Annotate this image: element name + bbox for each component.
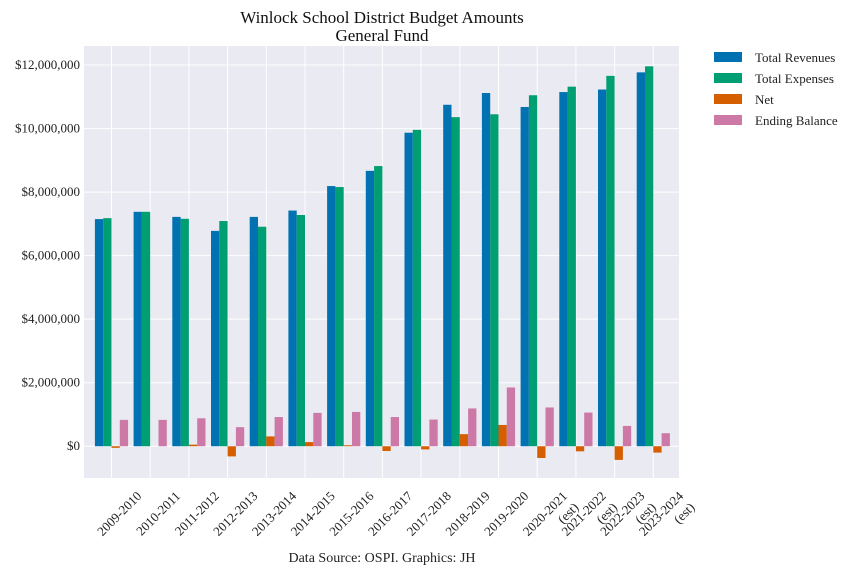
legend: Total Revenues Total Expenses Net Ending Ba… [714,50,838,128]
bar-total-revenues [172,216,181,447]
bar-ending-balance [158,419,167,447]
legend-swatch [714,52,742,62]
bar-total-expenses [258,226,267,447]
bar-ending-balance [429,419,438,447]
bar-net [111,446,120,448]
bars [94,66,670,460]
y-tick-label: $12,000,000 [15,57,80,72]
bar-total-revenues [94,219,104,447]
x-axis-ticks: 2009-20102010-20112011-20122012-20132013… [94,488,698,539]
legend-label: Net [755,92,774,107]
bar-total-expenses [219,221,228,447]
bar-total-revenues [133,211,142,447]
bar-total-revenues [520,106,529,447]
y-tick-label: $6,000,000 [22,248,81,263]
bar-ending-balance [545,407,554,447]
y-axis-ticks: $0 $2,000,000 $4,000,000 $6,000,000 $8,000,0… [15,57,80,453]
bar-ending-balance [235,427,245,447]
source-note: Data Source: OSPI. Graphics: JH [288,551,475,566]
chart-title: Winlock School District Budget Amounts [240,8,524,27]
bar-total-revenues [404,132,413,447]
y-tick-label: $8,000,000 [22,184,81,199]
bar-ending-balance [468,408,477,447]
legend-swatch [714,73,742,83]
bar-ending-balance [584,412,593,447]
bar-total-revenues [211,230,220,447]
bar-total-revenues [636,72,645,447]
bar-total-expenses [180,218,189,447]
y-tick-label: $10,000,000 [15,121,80,136]
chart-subtitle: General Fund [335,26,429,45]
bar-total-expenses [296,214,305,447]
bar-total-revenues [443,104,452,447]
bar-total-expenses [645,66,654,447]
bar-ending-balance [506,387,516,447]
bar-total-expenses [335,187,344,447]
bar-total-expenses [567,86,576,447]
bar-total-expenses [374,166,383,447]
legend-label: Total Revenues [755,50,835,65]
legend-label: Ending Balance [755,113,838,128]
bar-ending-balance [119,419,129,447]
bar-total-expenses [103,218,112,447]
bar-net [537,446,546,458]
bar-ending-balance [622,425,632,447]
bar-net [575,446,585,452]
bar-total-revenues [249,216,258,447]
bar-total-revenues [481,93,491,447]
bar-total-expenses [451,117,460,447]
bar-total-revenues [598,89,607,447]
bar-net [343,445,352,447]
y-tick-label: $4,000,000 [22,311,81,326]
y-tick-label: $2,000,000 [22,375,81,390]
bar-total-expenses [141,211,151,447]
bar-net [653,446,662,453]
bar-ending-balance [197,418,206,447]
bar-total-revenues [365,170,375,447]
bar-ending-balance [274,417,283,447]
bar-ending-balance [390,417,399,447]
legend-label: Total Expenses [755,71,834,86]
legend-swatch [714,94,742,104]
bar-total-revenues [327,186,336,447]
bar-ending-balance [313,412,322,447]
bar-total-expenses [606,75,615,447]
bar-net [459,434,469,447]
bar-net [266,436,275,447]
legend-swatch [714,115,742,125]
bar-ending-balance [661,433,670,447]
bar-net [188,444,198,447]
bar-net [382,446,391,451]
bar-total-revenues [559,92,568,447]
bar-net [498,424,507,447]
bar-net [305,442,314,447]
bar-net [614,446,623,460]
bar-ending-balance [352,411,361,447]
bar-net [421,446,430,450]
y-tick-label: $0 [67,438,80,453]
bar-total-expenses [490,114,499,447]
bar-total-revenues [288,210,297,447]
bar-net [227,446,236,457]
bar-total-expenses [528,95,538,447]
bar-total-expenses [412,129,422,447]
